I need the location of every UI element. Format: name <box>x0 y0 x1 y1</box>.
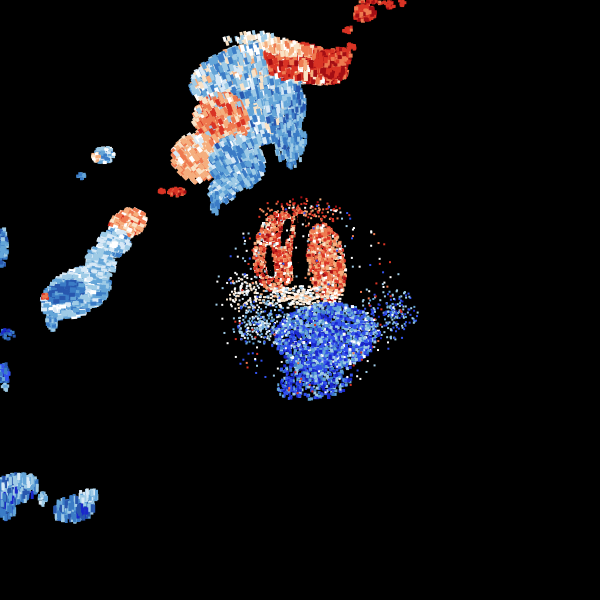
radar-display <box>0 0 600 600</box>
radar-velocity-image <box>0 0 600 600</box>
